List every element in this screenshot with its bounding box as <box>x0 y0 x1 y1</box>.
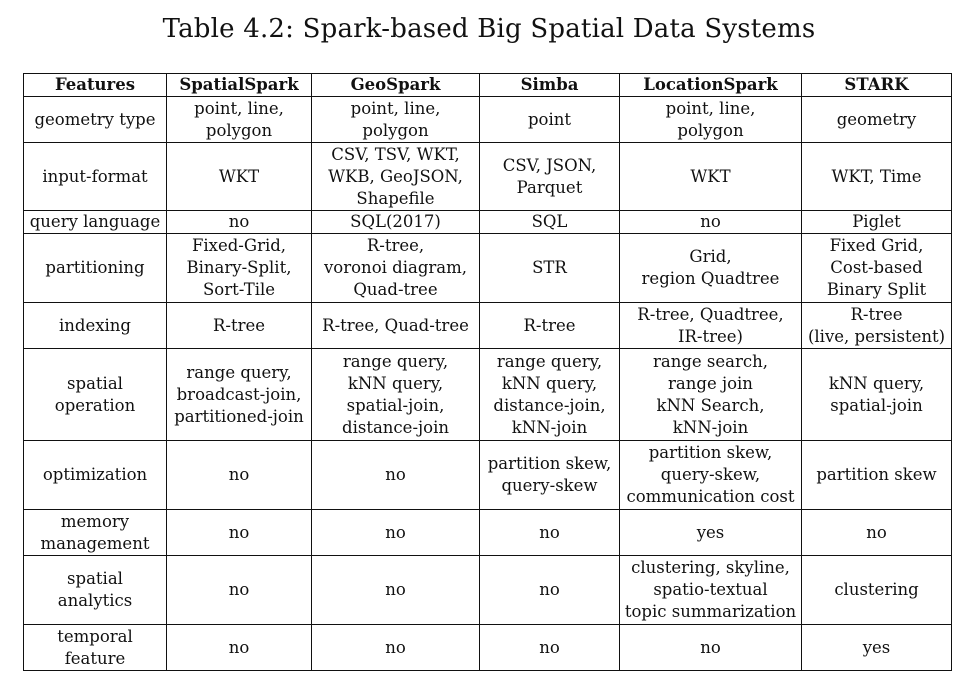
column-header-features: Features <box>23 73 167 97</box>
feature-cell: indexing <box>23 302 167 349</box>
column-header-stark: STARK <box>801 73 952 97</box>
column-header-geospark: GeoSpark <box>311 73 480 97</box>
table-cell: WKT, Time <box>801 142 952 211</box>
table-cell: CSV, JSON, Parquet <box>479 142 620 211</box>
table-cell: Fixed-Grid, Binary-Split, Sort-Tile <box>166 233 312 303</box>
table-cell: partition skew, query-skew, communicatio… <box>619 440 802 510</box>
table-cell: partition skew <box>801 440 952 510</box>
feature-cell: memory management <box>23 509 167 556</box>
table-cell: point, line, polygon <box>311 96 480 143</box>
column-header-spatialspark: SpatialSpark <box>166 73 312 97</box>
feature-cell: input-format <box>23 142 167 211</box>
table-row: spatial operation range query, broadcast… <box>23 348 952 441</box>
table-cell: no <box>166 440 312 510</box>
table-cell: geometry <box>801 96 952 143</box>
feature-cell: query language <box>23 210 167 234</box>
table-cell: partition skew, query-skew <box>479 440 620 510</box>
table-cell: no <box>166 555 312 625</box>
table-cell: Piglet <box>801 210 952 234</box>
table-cell: WKT <box>166 142 312 211</box>
table-row: temporal feature no no no no yes <box>23 624 952 671</box>
column-header-locationspark: LocationSpark <box>619 73 802 97</box>
table-cell: yes <box>619 509 802 556</box>
table-cell: R-tree <box>166 302 312 349</box>
table-cell: clustering <box>801 555 952 625</box>
table-cell: Grid, region Quadtree <box>619 233 802 303</box>
table-cell: Fixed Grid, Cost-based Binary Split <box>801 233 952 303</box>
table-row: memory management no no no yes no <box>23 509 952 556</box>
table-cell: range query, kNN query, spatial-join, di… <box>311 348 480 441</box>
table-cell: clustering, skyline, spatio-textual topi… <box>619 555 802 625</box>
table-cell: range query, kNN query, distance-join, k… <box>479 348 620 441</box>
table-cell: point, line, polygon <box>166 96 312 143</box>
table-row: partitioning Fixed-Grid, Binary-Split, S… <box>23 233 952 303</box>
table-row: optimization no no partition skew, query… <box>23 440 952 510</box>
table-cell: no <box>311 509 480 556</box>
feature-cell: optimization <box>23 440 167 510</box>
table-cell: no <box>166 624 312 671</box>
table-cell: yes <box>801 624 952 671</box>
table-header: Features SpatialSpark GeoSpark Simba Loc… <box>23 73 952 97</box>
feature-cell: spatial operation <box>23 348 167 441</box>
header-row: Features SpatialSpark GeoSpark Simba Loc… <box>23 73 952 97</box>
table-cell: R-tree, voronoi diagram, Quad-tree <box>311 233 480 303</box>
table-cell: no <box>166 509 312 556</box>
table-cell: no <box>479 555 620 625</box>
table-cell: no <box>479 509 620 556</box>
table-cell: no <box>311 440 480 510</box>
table-cell: STR <box>479 233 620 303</box>
table-cell: R-tree (live, persistent) <box>801 302 952 349</box>
table-caption: Table 4.2: Spark-based Big Spatial Data … <box>162 14 816 44</box>
table-cell: CSV, TSV, WKT, WKB, GeoJSON, Shapefile <box>311 142 480 211</box>
table-cell: R-tree, Quadtree, IR-tree) <box>619 302 802 349</box>
table-row: spatial analytics no no no clustering, s… <box>23 555 952 625</box>
table-cell: point, line, polygon <box>619 96 802 143</box>
table-cell: point <box>479 96 620 143</box>
table-cell: no <box>479 624 620 671</box>
feature-cell: partitioning <box>23 233 167 303</box>
table-cell: R-tree <box>479 302 620 349</box>
table-cell: kNN query, spatial-join <box>801 348 952 441</box>
feature-cell: geometry type <box>23 96 167 143</box>
table-body: geometry type point, line, polygon point… <box>23 96 952 671</box>
table-cell: no <box>166 210 312 234</box>
table-cell: range search, range join kNN Search, kNN… <box>619 348 802 441</box>
table-cell: WKT <box>619 142 802 211</box>
table-cell: no <box>311 555 480 625</box>
table-cell: SQL <box>479 210 620 234</box>
table-row: geometry type point, line, polygon point… <box>23 96 952 143</box>
table-row: input-format WKT CSV, TSV, WKT, WKB, Geo… <box>23 142 952 211</box>
column-header-simba: Simba <box>479 73 620 97</box>
table-cell: range query, broadcast-join, partitioned… <box>166 348 312 441</box>
feature-cell: temporal feature <box>23 624 167 671</box>
table-cell: R-tree, Quad-tree <box>311 302 480 349</box>
table-row: indexing R-tree R-tree, Quad-tree R-tree… <box>23 302 952 349</box>
table-row: query language no SQL(2017) SQL no Pigle… <box>23 210 952 234</box>
table-cell: no <box>619 210 802 234</box>
table-cell: no <box>311 624 480 671</box>
table-cell: no <box>801 509 952 556</box>
feature-cell: spatial analytics <box>23 555 167 625</box>
systems-comparison-table: Features SpatialSpark GeoSpark Simba Loc… <box>23 73 952 671</box>
table-cell: no <box>619 624 802 671</box>
table-cell: SQL(2017) <box>311 210 480 234</box>
